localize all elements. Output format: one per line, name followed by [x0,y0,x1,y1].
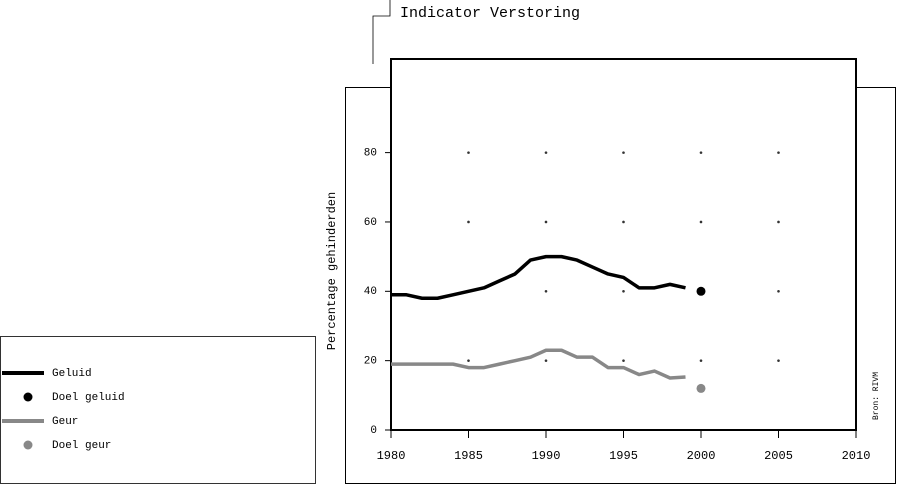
grid-dot [699,220,703,224]
source-note: Bron: RIVM [872,372,881,420]
grid-dot [544,290,548,293]
x-tick-label: 1990 [532,449,561,463]
x-tick-label: 2005 [764,449,793,463]
legend [0,336,316,484]
grid-dot [622,220,625,224]
grid-dot [777,220,780,224]
grid-dot [622,290,625,293]
y-tick-label: 40 [364,286,377,298]
plot-frame [390,58,857,431]
chart-title: Indicator Verstoring [400,5,580,22]
y-tick-label: 60 [364,217,377,229]
grid-dot [467,359,470,362]
y-tick-label: 20 [364,356,377,368]
legend-label: Doel geluid [52,392,125,404]
grid-dot [699,359,703,362]
title-bracket [372,0,391,64]
grid-dot [544,151,548,154]
series-line [391,254,686,300]
y-tick-label: 80 [364,148,377,160]
x-tick-label: 2000 [687,449,716,463]
grid-dot [544,359,548,362]
grid-dot [544,220,548,224]
x-tick-label: 1985 [454,449,483,463]
x-tick-label: 2010 [842,449,871,463]
x-tick-label: 1980 [377,449,406,463]
target-point [696,383,706,393]
y-axis-label: Percentage gehinderden [325,192,339,350]
series-line [391,348,686,380]
legend-label: Doel geur [52,440,111,452]
grid-dot [622,151,625,154]
grid-dot [699,151,703,154]
x-tick-label: 1995 [609,449,638,463]
target-point [696,286,706,296]
grid-dot [622,359,625,362]
legend-label: Geur [52,416,78,428]
grid-dot [777,359,780,362]
grid-dot [467,220,470,224]
y-tick-label: 0 [370,425,377,437]
legend-swatch [23,440,33,450]
grid-dot [777,151,780,154]
grid-dot [467,151,470,154]
grid-dot [777,290,780,293]
legend-swatch [23,392,33,402]
legend-label: Geluid [52,368,92,380]
